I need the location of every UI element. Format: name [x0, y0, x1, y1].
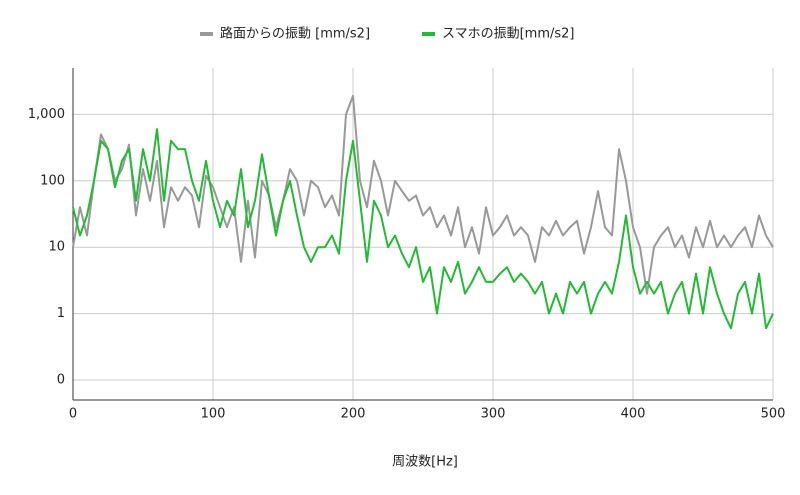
y-tick-label: 1,000 — [28, 107, 65, 122]
legend-label: スマホの振動[mm/s2] — [442, 27, 575, 42]
x-tick-label: 0 — [69, 407, 77, 422]
x-tick-label: 200 — [341, 407, 366, 422]
y-tick-label: 0 — [57, 373, 65, 388]
x-axis-label: 周波数[Hz] — [392, 455, 458, 470]
y-tick-label: 100 — [40, 173, 65, 188]
x-tick-label: 300 — [481, 407, 506, 422]
legend-label: 路面からの振動 [mm/s2] — [220, 26, 370, 42]
x-tick-label: 100 — [201, 407, 226, 422]
series-line — [72, 94, 774, 295]
y-tick-label: 1 — [57, 306, 65, 321]
x-tick-label: 400 — [621, 407, 646, 422]
y-tick-label: 10 — [48, 240, 65, 255]
series-line — [72, 128, 774, 330]
x-tick-label: 500 — [761, 407, 786, 422]
